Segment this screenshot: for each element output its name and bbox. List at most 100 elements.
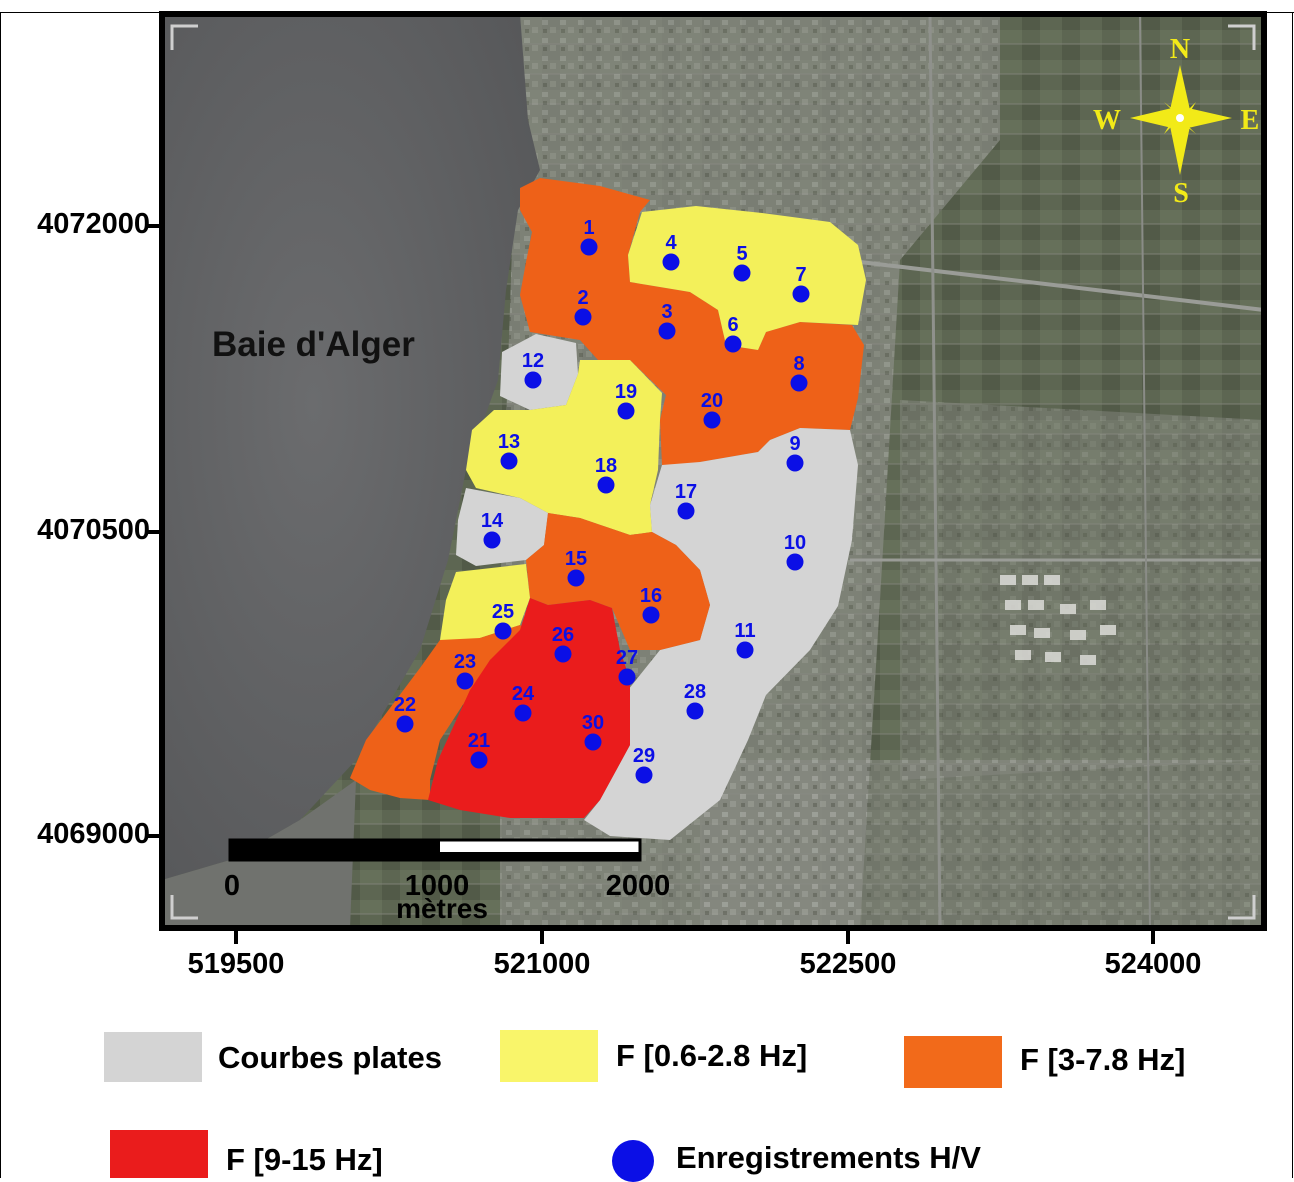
hv-point-label-9: 9 [789, 433, 800, 455]
zone-flat-12 [500, 334, 578, 410]
zone-flat-14 [456, 488, 548, 566]
zone-orange-central [526, 513, 710, 650]
hv-point-3 [658, 322, 676, 340]
frame-corner-marks [170, 24, 1256, 920]
hv-point-label-29: 29 [633, 745, 655, 767]
hv-point-label-17: 17 [675, 481, 697, 503]
page-border-top [0, 12, 1294, 13]
hv-point-21 [470, 751, 488, 769]
hv-point-16 [642, 606, 660, 624]
x-tick-label: 521000 [493, 948, 591, 980]
hv-point-label-12: 12 [522, 350, 544, 372]
hv-point-9 [786, 454, 804, 472]
hv-point-22 [396, 715, 414, 733]
scale-tick-0: 0 [224, 870, 240, 902]
x-tick-label: 524000 [1104, 948, 1202, 980]
hv-point-23 [456, 672, 474, 690]
hv-point-8 [790, 374, 808, 392]
hv-point-label-28: 28 [684, 681, 706, 703]
hv-point-label-15: 15 [565, 548, 587, 570]
hv-point-label-26: 26 [552, 624, 574, 646]
compass-n: N [1170, 34, 1190, 65]
scale-bar: 0 1000 2000 mètres [224, 838, 671, 924]
hv-point-label-13: 13 [498, 431, 520, 453]
zone-orange-southwest [350, 625, 530, 800]
axis-ticks [148, 224, 1155, 944]
hv-point-label-23: 23 [454, 651, 476, 673]
hv-point-label-14: 14 [481, 510, 504, 532]
legend-label-red: F [9-15 Hz] [226, 1142, 383, 1177]
x-tick-label: 519500 [187, 948, 285, 980]
compass-s: S [1173, 178, 1189, 209]
legend-label-yellow: F [0.6-2.8 Hz] [616, 1038, 808, 1073]
hv-point-label-2: 2 [577, 287, 588, 309]
hv-point-30 [584, 733, 602, 751]
compass-icon: N S W E [1093, 34, 1259, 209]
hv-point-14 [483, 531, 501, 549]
hv-point-label-5: 5 [736, 243, 747, 265]
hv-point-12 [524, 371, 542, 389]
hv-point-20 [703, 411, 721, 429]
zone-flat-east [584, 428, 858, 840]
scale-unit: mètres [396, 893, 488, 924]
y-tick-label: 4070500 [37, 514, 150, 546]
hv-point-18 [597, 476, 615, 494]
hv-point-label-30: 30 [582, 712, 604, 734]
hv-point-label-3: 3 [661, 301, 672, 323]
hv-point-label-20: 20 [701, 390, 723, 412]
hv-point-7 [792, 285, 810, 303]
hv-point-17 [677, 502, 695, 520]
hv-point-26 [554, 645, 572, 663]
hv-point-label-27: 27 [616, 647, 638, 669]
y-tick-label: 4072000 [37, 208, 150, 240]
zone-orange-north [520, 178, 864, 470]
hv-point-6 [724, 335, 742, 353]
compass-e: E [1241, 105, 1260, 136]
hv-point-5 [733, 264, 751, 282]
hv-point-2 [574, 308, 592, 326]
x-tick-label: 522500 [799, 948, 897, 980]
hv-point-11 [736, 641, 754, 659]
hv-point-19 [617, 402, 635, 420]
hv-point-label-22: 22 [394, 694, 416, 716]
hv-point-label-8: 8 [793, 353, 804, 375]
hv-point-label-6: 6 [727, 314, 738, 336]
hv-point-label-21: 21 [468, 730, 490, 752]
hv-point-10 [786, 553, 804, 571]
legend-label-points: Enregistrements H/V [676, 1140, 981, 1175]
hv-point-1 [580, 238, 598, 256]
hv-point-24 [514, 704, 532, 722]
legend-swatch-flat [104, 1032, 202, 1082]
hv-point-25 [494, 622, 512, 640]
hv-point-13 [500, 452, 518, 470]
hv-point-label-16: 16 [640, 585, 662, 607]
hv-point-28 [686, 702, 704, 720]
map-frame [159, 11, 1267, 931]
scale-tick-2000: 2000 [606, 870, 671, 902]
legend-swatch-orange [904, 1036, 1002, 1088]
legend-label-flat: Courbes plates [218, 1040, 442, 1075]
hv-point-label-7: 7 [795, 264, 806, 286]
hv-point-label-25: 25 [492, 601, 514, 623]
legend-swatch-points [612, 1140, 654, 1182]
hv-point-4 [662, 253, 680, 271]
hv-point-label-11: 11 [734, 620, 755, 642]
scale-tick-1000: 1000 [405, 870, 470, 902]
page-border-right [1292, 12, 1293, 1178]
place-label: Baie d'Alger [212, 325, 415, 364]
hv-point-label-1: 1 [583, 217, 594, 239]
legend-swatch-yellow [500, 1030, 598, 1082]
hv-point-15 [567, 569, 585, 587]
hv-point-label-18: 18 [595, 455, 617, 477]
hv-point-label-4: 4 [665, 232, 677, 254]
legend-label-orange: F [3-7.8 Hz] [1020, 1042, 1186, 1077]
page-border-left [0, 12, 1, 1178]
zone-yellow-central [466, 360, 662, 535]
hv-point-label-19: 19 [615, 381, 637, 403]
hv-point-29 [635, 766, 653, 784]
compass-w: W [1093, 105, 1121, 136]
y-tick-label: 4069000 [37, 818, 150, 850]
hv-point-label-24: 24 [512, 683, 535, 705]
